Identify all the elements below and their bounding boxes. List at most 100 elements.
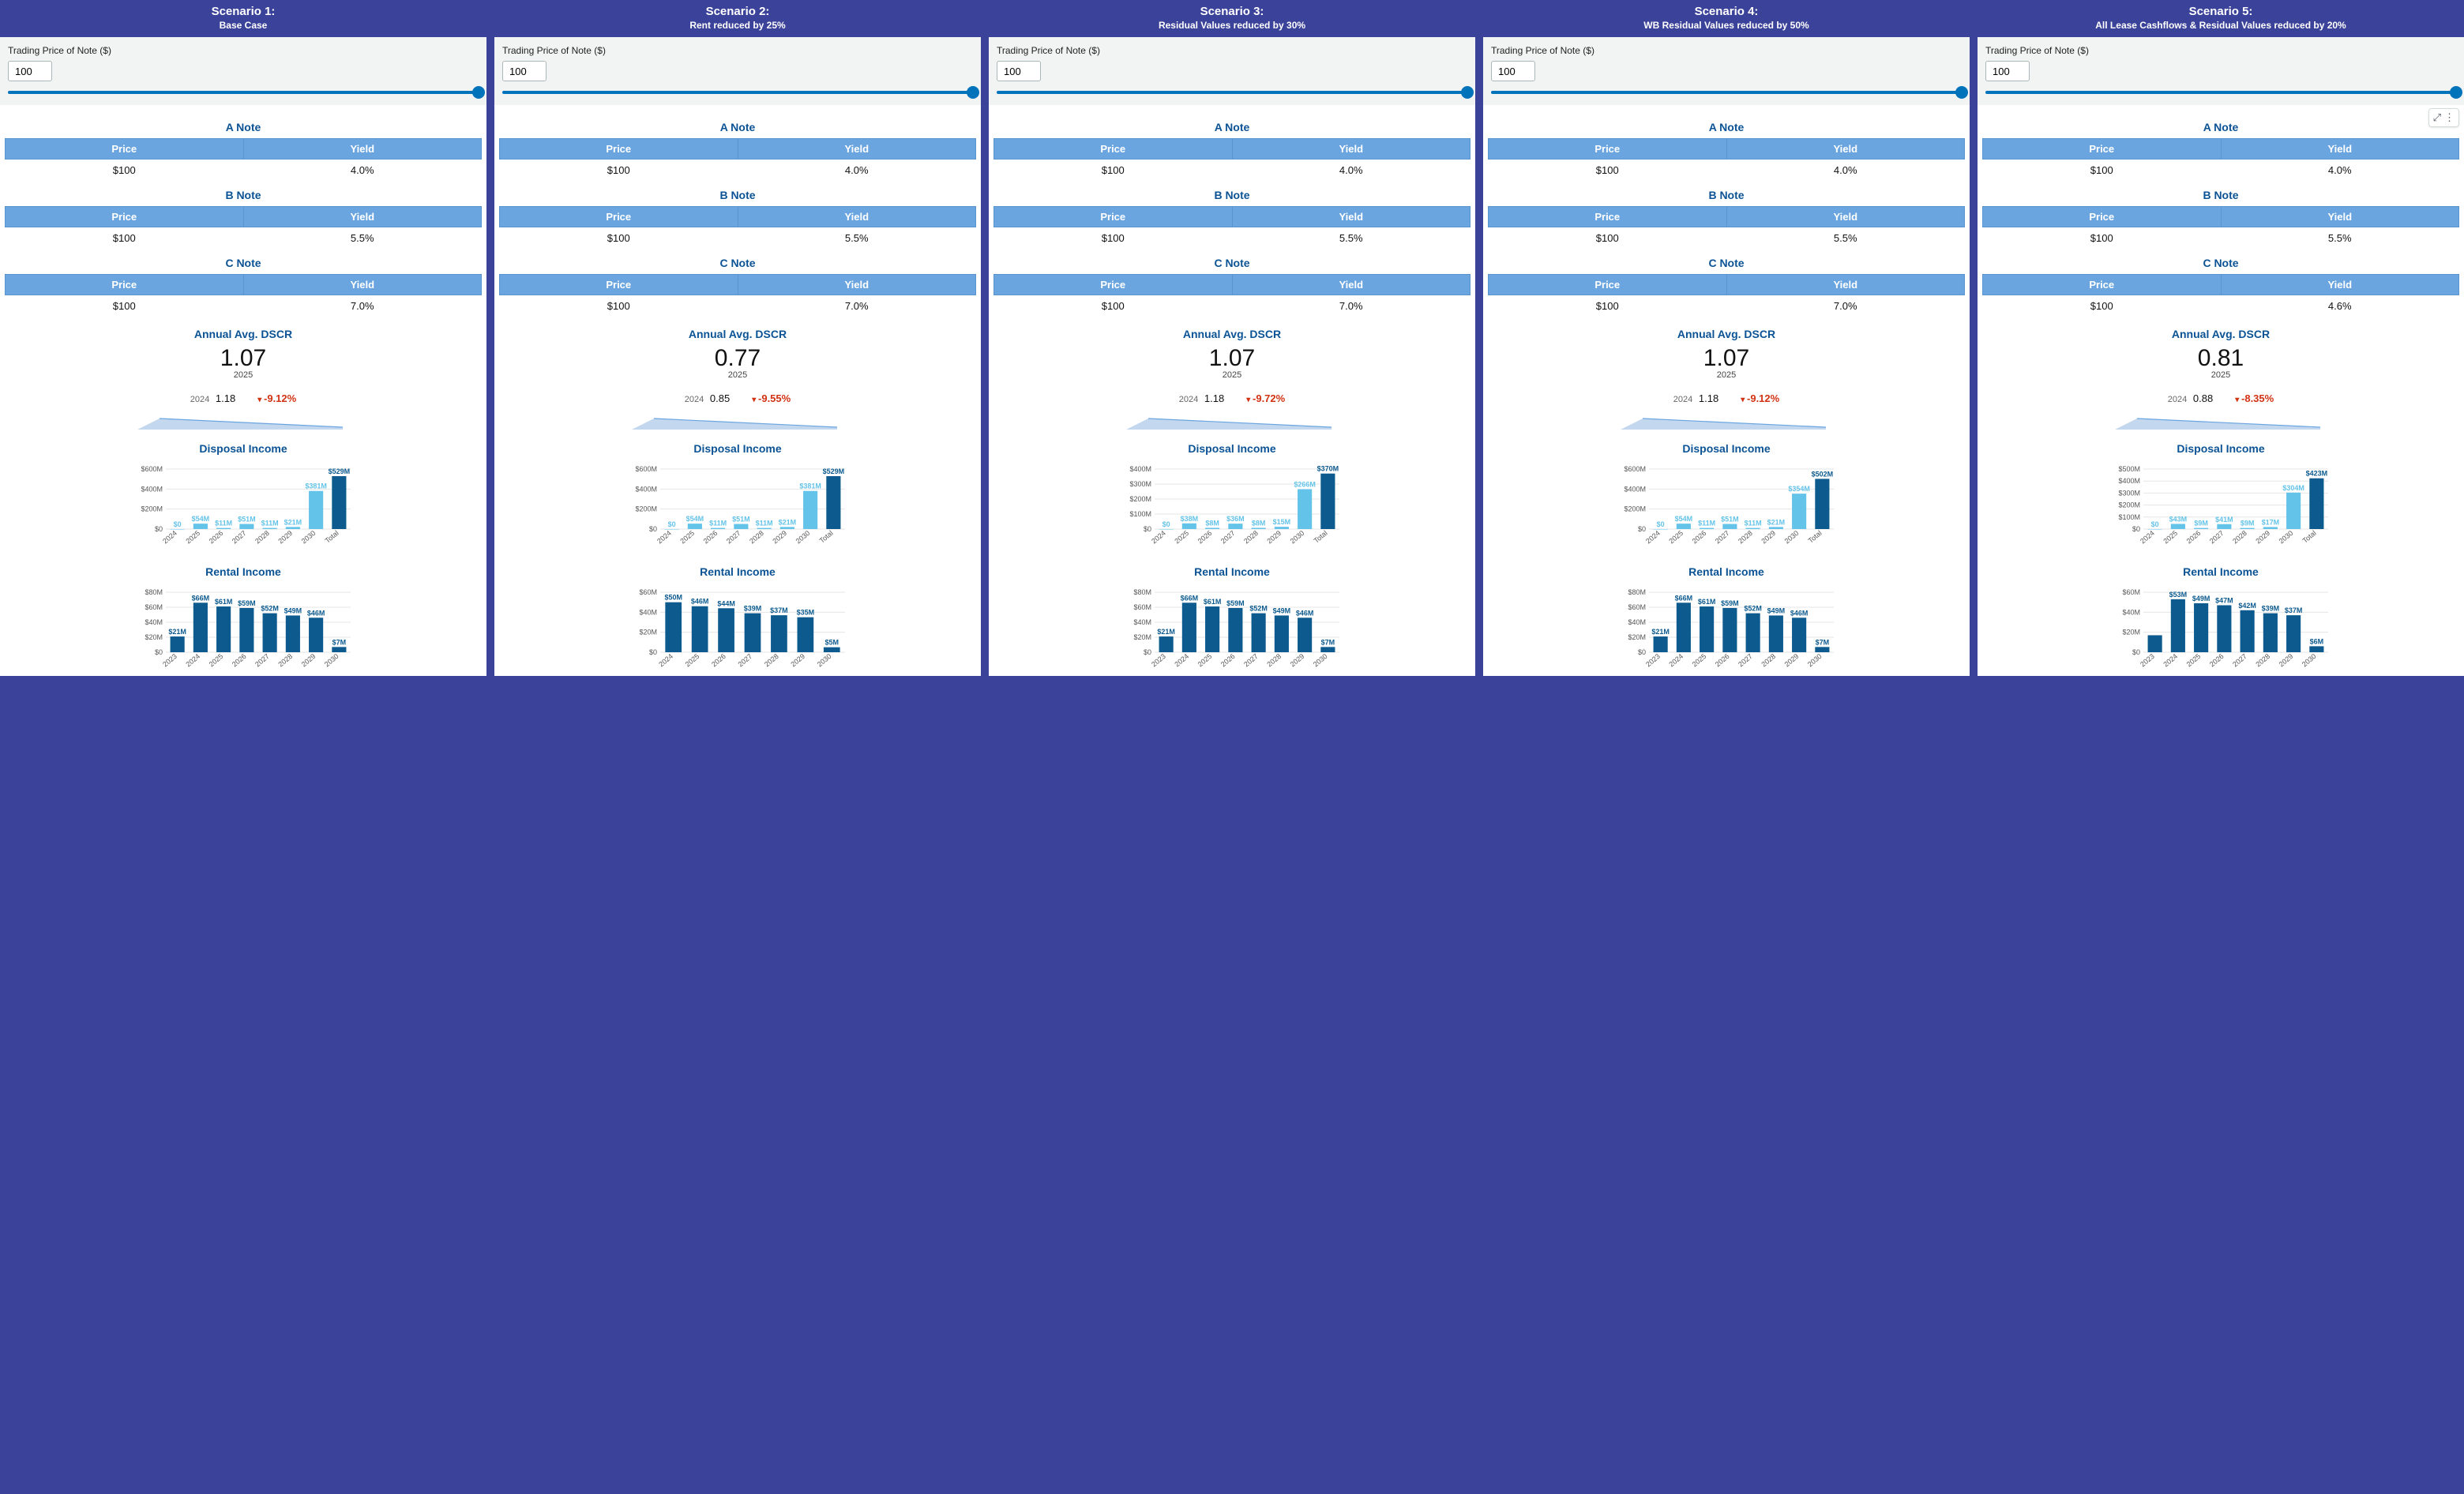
scenario-header: Scenario 1: Base Case (0, 0, 486, 37)
dscr-prev: 2024 1.18 (1673, 392, 1718, 404)
svg-text:$37M: $37M (2285, 606, 2303, 614)
note-title-c: C Note (499, 257, 976, 269)
svg-text:$200M: $200M (1129, 495, 1151, 503)
svg-text:$11M: $11M (709, 520, 727, 527)
svg-text:2025: 2025 (184, 529, 201, 546)
svg-text:$502M: $502M (1812, 470, 1834, 478)
svg-text:2026: 2026 (1196, 529, 1214, 546)
svg-text:$0: $0 (668, 520, 676, 528)
svg-text:$38M: $38M (1181, 515, 1199, 523)
dscr-prev-value: 1.18 (1204, 392, 1224, 404)
svg-text:$0: $0 (2132, 525, 2140, 533)
notes-section: A Note Price Yield $100 4.0% B Note Pric… (494, 105, 981, 676)
svg-text:$21M: $21M (284, 518, 302, 526)
expand-widget[interactable]: ⤢ ⋮ (2428, 108, 2459, 127)
svg-text:2027: 2027 (2208, 529, 2225, 546)
trading-price-input[interactable] (1491, 61, 1535, 81)
note-header-yield: Yield (738, 139, 976, 160)
trading-price-block: Trading Price of Note ($) (1483, 37, 1970, 105)
trading-price-slider[interactable] (1491, 91, 1962, 94)
trading-price-slider[interactable] (997, 91, 1467, 94)
svg-text:$54M: $54M (192, 515, 210, 523)
scenario-name: Rent reduced by 25% (498, 20, 978, 31)
svg-text:$304M: $304M (2282, 484, 2304, 492)
note-header-yield: Yield (2221, 139, 2459, 160)
svg-text:$54M: $54M (686, 515, 704, 523)
note-header-price: Price (6, 139, 244, 160)
svg-text:$0: $0 (649, 525, 657, 533)
note-header-price: Price (994, 139, 1233, 160)
note-table-a: Price Yield $100 4.0% (499, 138, 976, 181)
note-header-yield: Yield (1726, 207, 1965, 227)
svg-text:2024: 2024 (657, 652, 674, 669)
svg-text:$354M: $354M (1788, 485, 1810, 493)
svg-text:$60M: $60M (145, 603, 163, 611)
dscr-current-year: 2025 (1488, 370, 1965, 380)
svg-text:$5M: $5M (825, 639, 839, 647)
svg-text:$9M: $9M (2194, 520, 2208, 527)
scenario-name: Residual Values reduced by 30% (992, 20, 1472, 31)
note-table-c: Price Yield $100 7.0% (499, 274, 976, 317)
svg-text:Total: Total (1313, 529, 1329, 545)
scenario-column: Scenario 2: Rent reduced by 25% Trading … (494, 0, 981, 676)
dscr-title: Annual Avg. DSCR (1982, 328, 2459, 340)
svg-text:$21M: $21M (1157, 628, 1175, 636)
svg-text:$0: $0 (649, 648, 657, 656)
slider-thumb-icon[interactable] (967, 86, 979, 99)
trading-price-input[interactable] (8, 61, 52, 81)
disposal-title: Disposal Income (5, 442, 482, 455)
scenario-number: Scenario 2: (498, 5, 978, 18)
trading-price-input[interactable] (502, 61, 547, 81)
svg-text:$0: $0 (1638, 648, 1646, 656)
note-header-yield: Yield (738, 275, 976, 295)
svg-text:$49M: $49M (2192, 595, 2210, 602)
scenario-number: Scenario 1: (3, 5, 483, 18)
scenario-header: Scenario 4: WB Residual Values reduced b… (1483, 0, 1970, 37)
dscr-prev: 2024 0.88 (2168, 392, 2213, 404)
svg-text:$500M: $500M (2118, 465, 2140, 473)
svg-text:$61M: $61M (215, 598, 233, 606)
svg-text:2026: 2026 (231, 652, 248, 669)
slider-thumb-icon[interactable] (472, 86, 485, 99)
note-price-value: $100 (1983, 227, 2222, 250)
svg-text:$61M: $61M (1698, 598, 1716, 606)
trading-price-block: Trading Price of Note ($) (494, 37, 981, 105)
trading-price-block: Trading Price of Note ($) (1978, 37, 2464, 105)
svg-text:2029: 2029 (771, 529, 788, 546)
rental-title: Rental Income (499, 565, 976, 578)
note-header-price: Price (1489, 139, 1727, 160)
svg-text:$53M: $53M (2169, 591, 2188, 599)
note-table-b: Price Yield $100 5.5% (499, 206, 976, 249)
svg-text:2027: 2027 (725, 529, 742, 546)
dscr-sparkline (998, 407, 1466, 430)
svg-text:2027: 2027 (1714, 529, 1731, 546)
note-title-b: B Note (5, 189, 482, 201)
dscr-current-year: 2025 (5, 370, 482, 380)
disposal-chart: $0$100M$200M$300M$400M$500M$0$43M$9M$41M… (1982, 458, 2459, 553)
trading-price-slider[interactable] (8, 91, 479, 94)
trading-price-input[interactable] (997, 61, 1041, 81)
svg-text:$52M: $52M (1249, 605, 1268, 613)
note-yield-value: 4.0% (2221, 160, 2459, 182)
note-title-a: A Note (1488, 121, 1965, 133)
svg-text:$381M: $381M (799, 482, 821, 490)
slider-thumb-icon[interactable] (2450, 86, 2462, 99)
svg-text:$381M: $381M (305, 482, 327, 490)
trading-price-input[interactable] (1985, 61, 2030, 81)
trading-price-slider[interactable] (1985, 91, 2456, 94)
scenario-header: Scenario 2: Rent reduced by 25% (494, 0, 981, 37)
svg-text:$20M: $20M (1628, 633, 1646, 641)
svg-text:$400M: $400M (2118, 477, 2140, 485)
svg-text:$529M: $529M (329, 467, 351, 475)
note-price-value: $100 (6, 227, 244, 250)
slider-thumb-icon[interactable] (1955, 86, 1968, 99)
trading-price-label: Trading Price of Note ($) (502, 45, 973, 56)
slider-thumb-icon[interactable] (1461, 86, 1474, 99)
note-header-yield: Yield (1726, 139, 1965, 160)
disposal-chart: $0$200M$400M$600M$0$54M$11M$51M$11M$21M$… (5, 458, 482, 553)
svg-text:2024: 2024 (1150, 529, 1167, 546)
trading-price-slider[interactable] (502, 91, 973, 94)
svg-text:2024: 2024 (1644, 529, 1662, 546)
note-header-yield: Yield (1232, 207, 1471, 227)
note-title-b: B Note (993, 189, 1471, 201)
